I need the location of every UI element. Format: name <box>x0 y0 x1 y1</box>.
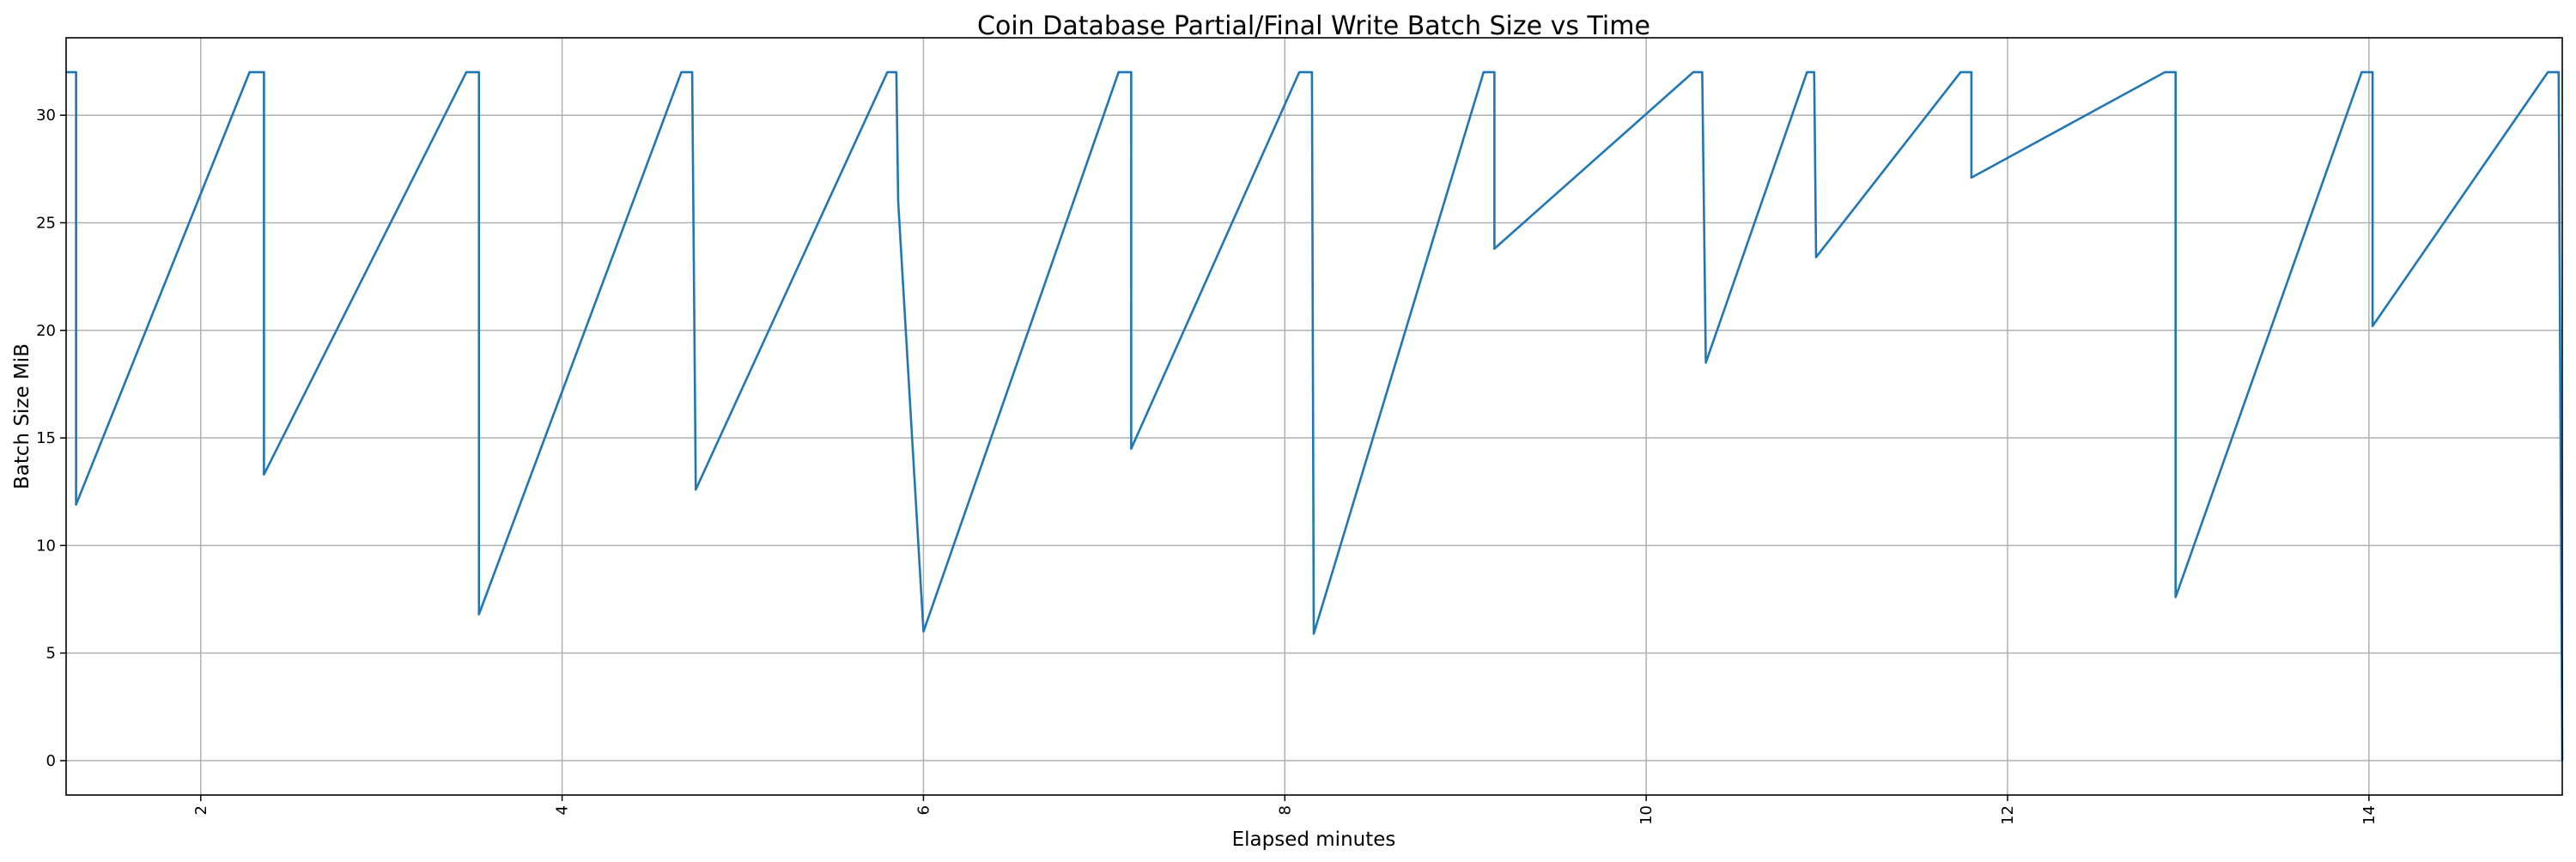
y-axis-label: Batch Size MiB <box>11 343 33 489</box>
y-tick-label: 0 <box>46 752 56 770</box>
x-axis-label: Elapsed minutes <box>1232 829 1396 851</box>
ticks: 2 4 6 8 10 12 14 0 5 10 15 20 25 30 <box>36 106 2379 825</box>
y-tick-label: 10 <box>36 537 56 555</box>
x-tick-label: 8 <box>1276 805 1294 815</box>
x-tick-label: 6 <box>914 805 933 815</box>
y-tick-label: 15 <box>36 429 56 447</box>
y-tick-label: 20 <box>36 322 56 340</box>
y-tick-label: 5 <box>46 645 56 663</box>
x-tick-label: 12 <box>1999 805 2017 825</box>
y-tick-label: 25 <box>36 214 56 232</box>
y-tick-label: 30 <box>36 106 56 124</box>
series-group <box>66 70 2564 761</box>
grid-lines <box>66 38 2562 795</box>
x-tick-label: 2 <box>192 805 210 815</box>
chart-title: Coin Database Partial/Final Write Batch … <box>977 11 1650 41</box>
x-tick-label: 4 <box>554 805 572 815</box>
series-line <box>66 70 2564 761</box>
plot-frame <box>65 37 2563 796</box>
x-tick-label: 14 <box>2360 805 2379 825</box>
x-tick-label: 10 <box>1637 805 1656 825</box>
